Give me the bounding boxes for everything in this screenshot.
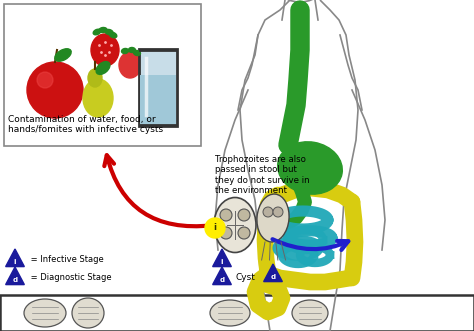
Ellipse shape bbox=[134, 50, 140, 56]
Circle shape bbox=[238, 209, 250, 221]
Ellipse shape bbox=[210, 300, 250, 326]
Circle shape bbox=[220, 227, 232, 239]
Ellipse shape bbox=[105, 29, 113, 34]
FancyArrowPatch shape bbox=[273, 239, 348, 250]
Ellipse shape bbox=[96, 62, 110, 74]
Ellipse shape bbox=[93, 29, 101, 35]
Text: i: i bbox=[213, 223, 217, 232]
Ellipse shape bbox=[24, 299, 66, 327]
Ellipse shape bbox=[72, 298, 104, 328]
Text: = Diagnostic Stage: = Diagnostic Stage bbox=[28, 273, 111, 282]
Circle shape bbox=[220, 209, 232, 221]
Polygon shape bbox=[6, 249, 24, 266]
Text: d: d bbox=[12, 277, 18, 283]
Polygon shape bbox=[213, 267, 231, 285]
Ellipse shape bbox=[99, 27, 107, 32]
Ellipse shape bbox=[88, 69, 102, 87]
Ellipse shape bbox=[109, 32, 117, 38]
FancyBboxPatch shape bbox=[140, 75, 176, 125]
Circle shape bbox=[263, 207, 273, 217]
Circle shape bbox=[37, 72, 53, 88]
Ellipse shape bbox=[83, 79, 113, 117]
Text: i: i bbox=[14, 259, 16, 265]
Ellipse shape bbox=[128, 47, 136, 53]
Circle shape bbox=[238, 227, 250, 239]
Polygon shape bbox=[6, 267, 24, 285]
Ellipse shape bbox=[55, 49, 71, 61]
Ellipse shape bbox=[278, 142, 342, 194]
FancyArrowPatch shape bbox=[104, 155, 212, 226]
Text: i: i bbox=[221, 259, 223, 265]
Ellipse shape bbox=[121, 48, 128, 54]
Ellipse shape bbox=[214, 198, 256, 253]
Ellipse shape bbox=[257, 194, 289, 242]
FancyBboxPatch shape bbox=[0, 295, 474, 331]
Ellipse shape bbox=[292, 300, 328, 326]
FancyBboxPatch shape bbox=[139, 49, 177, 126]
Text: d: d bbox=[219, 277, 225, 283]
Circle shape bbox=[273, 207, 283, 217]
Polygon shape bbox=[213, 249, 231, 266]
Circle shape bbox=[205, 218, 225, 238]
Text: = Infective Stage: = Infective Stage bbox=[28, 256, 104, 264]
Ellipse shape bbox=[91, 34, 119, 66]
Circle shape bbox=[27, 62, 83, 118]
Text: Contamination of water, food, or
hands/fomites with infective cysts: Contamination of water, food, or hands/f… bbox=[8, 115, 163, 134]
FancyBboxPatch shape bbox=[4, 4, 201, 146]
Ellipse shape bbox=[119, 52, 141, 78]
Text: Cyst: Cyst bbox=[236, 273, 256, 282]
Text: d: d bbox=[271, 274, 275, 280]
Text: Trophozoites are also
passed in stool but
they do not survive in
the environment: Trophozoites are also passed in stool bu… bbox=[215, 155, 310, 195]
Polygon shape bbox=[264, 264, 283, 282]
